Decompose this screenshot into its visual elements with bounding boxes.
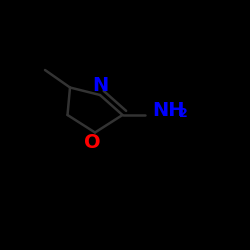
Text: O: O bbox=[84, 132, 101, 152]
Text: 2: 2 bbox=[179, 107, 188, 120]
Text: NH: NH bbox=[152, 100, 185, 119]
Text: N: N bbox=[92, 76, 108, 95]
